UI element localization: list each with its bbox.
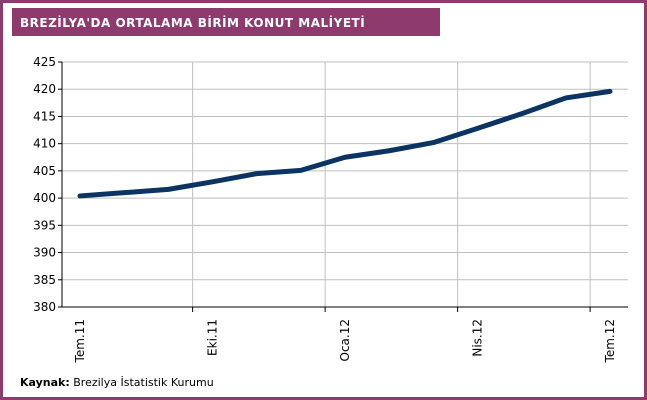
y-tick-label: 400 — [33, 191, 56, 205]
y-tick-label: 380 — [33, 300, 56, 314]
source-text: Brezilya İstatistik Kurumu — [73, 376, 213, 389]
y-tick-label: 390 — [33, 246, 56, 260]
y-tick-label: 410 — [33, 137, 56, 151]
x-tick-label: Eki.11 — [206, 319, 220, 356]
y-tick-label: 385 — [33, 273, 56, 287]
x-tick-label: Oca.12 — [338, 319, 352, 361]
y-tick-label: 405 — [33, 164, 56, 178]
y-tick-label: 420 — [33, 82, 56, 96]
x-tick-label: Tem.12 — [603, 319, 617, 363]
y-tick-label: 395 — [33, 218, 56, 232]
y-tick-label: 415 — [33, 109, 56, 123]
line-series — [77, 88, 613, 199]
x-tick-label: Tem.11 — [73, 319, 87, 363]
source-label: Kaynak: — [20, 376, 70, 389]
y-tick-label: 425 — [33, 55, 56, 69]
source: Kaynak: Brezilya İstatistik Kurumu — [20, 376, 214, 389]
x-tick-label: Nis.12 — [471, 319, 485, 357]
title-bar — [12, 8, 440, 36]
chart-title: BREZİLYA'DA ORTALAMA BİRİM KONUT MALİYET… — [20, 15, 365, 30]
